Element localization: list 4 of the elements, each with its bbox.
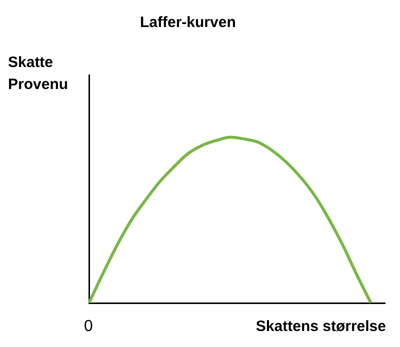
x-axis-title: Skattens størrelse [256,318,386,335]
y-axis-title: Skatte Provenu [8,53,68,95]
text: 0 [84,318,93,336]
chart-title: Laffer-kurven [140,14,236,31]
